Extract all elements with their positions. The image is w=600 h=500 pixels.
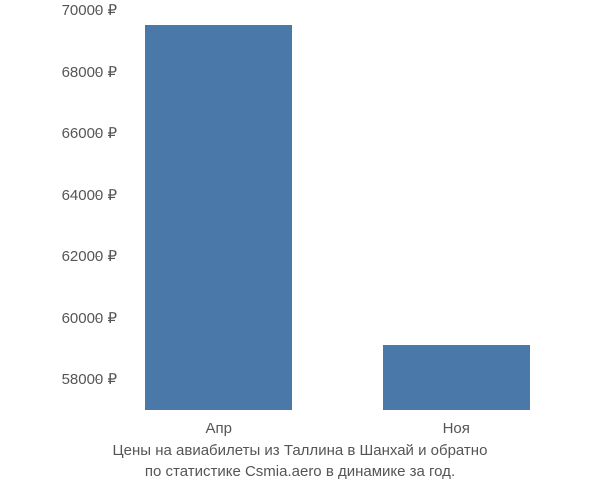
y-axis-tick <box>95 256 100 257</box>
y-axis-tick <box>95 10 100 11</box>
plot-area <box>100 10 575 410</box>
y-axis-label: 62000 ₽ <box>62 247 117 265</box>
y-axis-label: 68000 ₽ <box>62 63 117 81</box>
y-axis-tick <box>95 379 100 380</box>
y-axis-tick <box>95 195 100 196</box>
y-axis-label: 58000 ₽ <box>62 370 117 388</box>
bar <box>383 345 530 410</box>
chart-caption: Цены на авиабилеты из Таллина в Шанхай и… <box>0 440 600 482</box>
chart-container: Цены на авиабилеты из Таллина в Шанхай и… <box>0 0 600 500</box>
y-axis-tick <box>95 318 100 319</box>
y-axis-label: 64000 ₽ <box>62 186 117 204</box>
y-axis-label: 60000 ₽ <box>62 309 117 327</box>
x-axis-label: Апр <box>206 420 232 437</box>
caption-line-2: по статистике Csmia.aero в динамике за г… <box>145 463 455 480</box>
y-axis-tick <box>95 133 100 134</box>
caption-line-1: Цены на авиабилеты из Таллина в Шанхай и… <box>113 442 488 459</box>
y-axis-label: 66000 ₽ <box>62 124 117 142</box>
bar <box>145 25 292 410</box>
x-axis-label: Ноя <box>443 420 470 437</box>
y-axis-tick <box>95 72 100 73</box>
y-axis-label: 70000 ₽ <box>62 1 117 19</box>
